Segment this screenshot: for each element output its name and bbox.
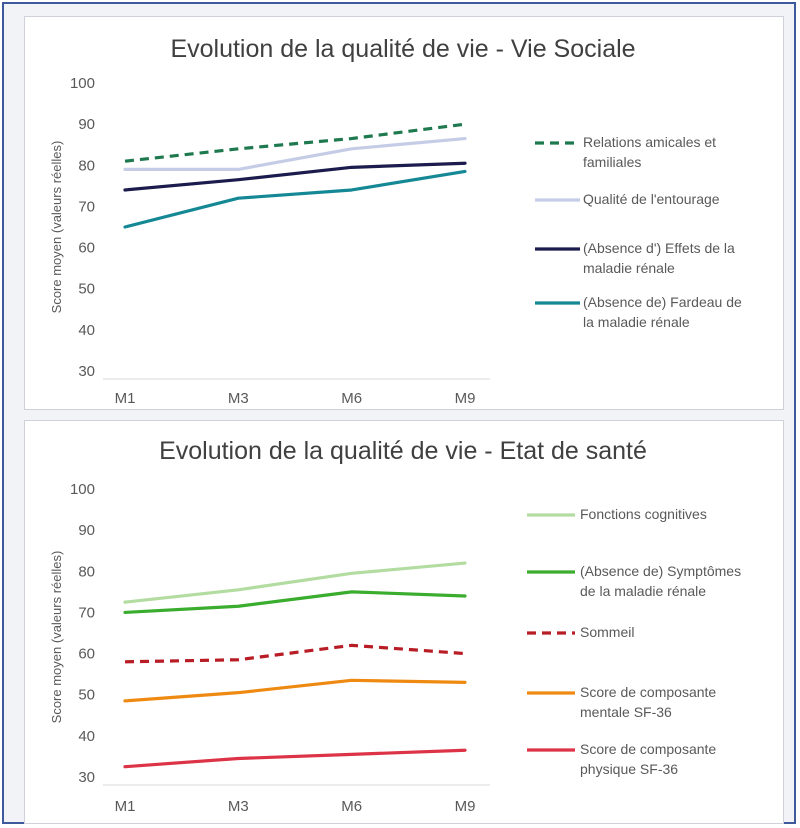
y-axis-title: Score moyen (valeurs réelles) xyxy=(49,141,64,314)
series-line-vie-sociale-2 xyxy=(123,136,467,171)
series-line-vie-sociale-4 xyxy=(123,169,467,229)
x-tick-label: M3 xyxy=(228,798,249,815)
y-tick-label: 90 xyxy=(78,116,95,133)
y-tick-label: 50 xyxy=(78,687,95,704)
chart-vie-sociale: Evolution de la qualité de vie - Vie Soc… xyxy=(49,35,742,407)
series-line-etat-de-sante-1 xyxy=(123,561,467,604)
legend-label: (Absence de) Fardeau de xyxy=(583,294,742,310)
y-tick-label: 70 xyxy=(78,198,95,215)
legend-label: la maladie rénale xyxy=(583,314,690,330)
legend-label: Qualité de l'entourage xyxy=(583,191,720,207)
legend-label: Score de composante xyxy=(580,741,716,757)
chart-panel-vie-sociale: Evolution de la qualité de vie - Vie Soc… xyxy=(24,16,784,410)
series-line-vie-sociale-1 xyxy=(124,122,466,163)
legend-label: Sommeil xyxy=(580,624,634,640)
y-tick-label: 100 xyxy=(70,75,95,92)
x-tick-label: M3 xyxy=(228,390,249,407)
legend-label: Fonctions cognitives xyxy=(580,506,707,522)
series-line-etat-de-sante-4 xyxy=(123,678,467,703)
x-tick-label: M9 xyxy=(455,390,476,407)
legend-label: Score de composante xyxy=(580,684,716,700)
y-tick-label: 80 xyxy=(78,563,95,580)
legend-label: familiales xyxy=(583,154,641,170)
y-tick-label: 90 xyxy=(78,522,95,539)
series-line-etat-de-sante-3 xyxy=(124,643,466,664)
legend-label: maladie rénale xyxy=(583,260,675,276)
chart-title: Evolution de la qualité de vie - Vie Soc… xyxy=(170,35,635,63)
y-tick-label: 70 xyxy=(78,604,95,621)
y-tick-label: 30 xyxy=(78,363,95,380)
x-tick-label: M1 xyxy=(115,390,136,407)
y-tick-label: 60 xyxy=(78,646,95,663)
legend-label: mentale SF-36 xyxy=(580,704,672,720)
y-tick-label: 80 xyxy=(78,157,95,174)
legend-label: (Absence de) Symptômes xyxy=(580,563,741,579)
chart-etat-de-sante: Evolution de la qualité de vie - Etat de… xyxy=(49,437,741,815)
legend-label: de la maladie rénale xyxy=(580,583,706,599)
chart-panel-etat-de-sante: Evolution de la qualité de vie - Etat de… xyxy=(24,420,784,824)
series-line-vie-sociale-3 xyxy=(123,161,467,192)
legend-label: (Absence d') Effets de la xyxy=(583,240,735,256)
x-tick-label: M9 xyxy=(455,798,476,815)
y-tick-label: 30 xyxy=(78,769,95,786)
y-tick-label: 40 xyxy=(78,322,95,339)
y-axis-title: Score moyen (valeurs réelles) xyxy=(49,551,64,724)
chart-title: Evolution de la qualité de vie - Etat de… xyxy=(159,437,647,465)
y-tick-label: 100 xyxy=(70,481,95,498)
x-tick-label: M6 xyxy=(341,798,362,815)
y-tick-label: 50 xyxy=(78,281,95,298)
x-tick-label: M1 xyxy=(115,798,136,815)
y-tick-label: 40 xyxy=(78,728,95,745)
legend-label: Relations amicales et xyxy=(583,134,716,150)
y-tick-label: 60 xyxy=(78,240,95,257)
series-line-etat-de-sante-2 xyxy=(123,590,467,615)
legend-label: physique SF-36 xyxy=(580,761,678,777)
x-tick-label: M6 xyxy=(341,390,362,407)
series-line-etat-de-sante-5 xyxy=(123,748,467,769)
